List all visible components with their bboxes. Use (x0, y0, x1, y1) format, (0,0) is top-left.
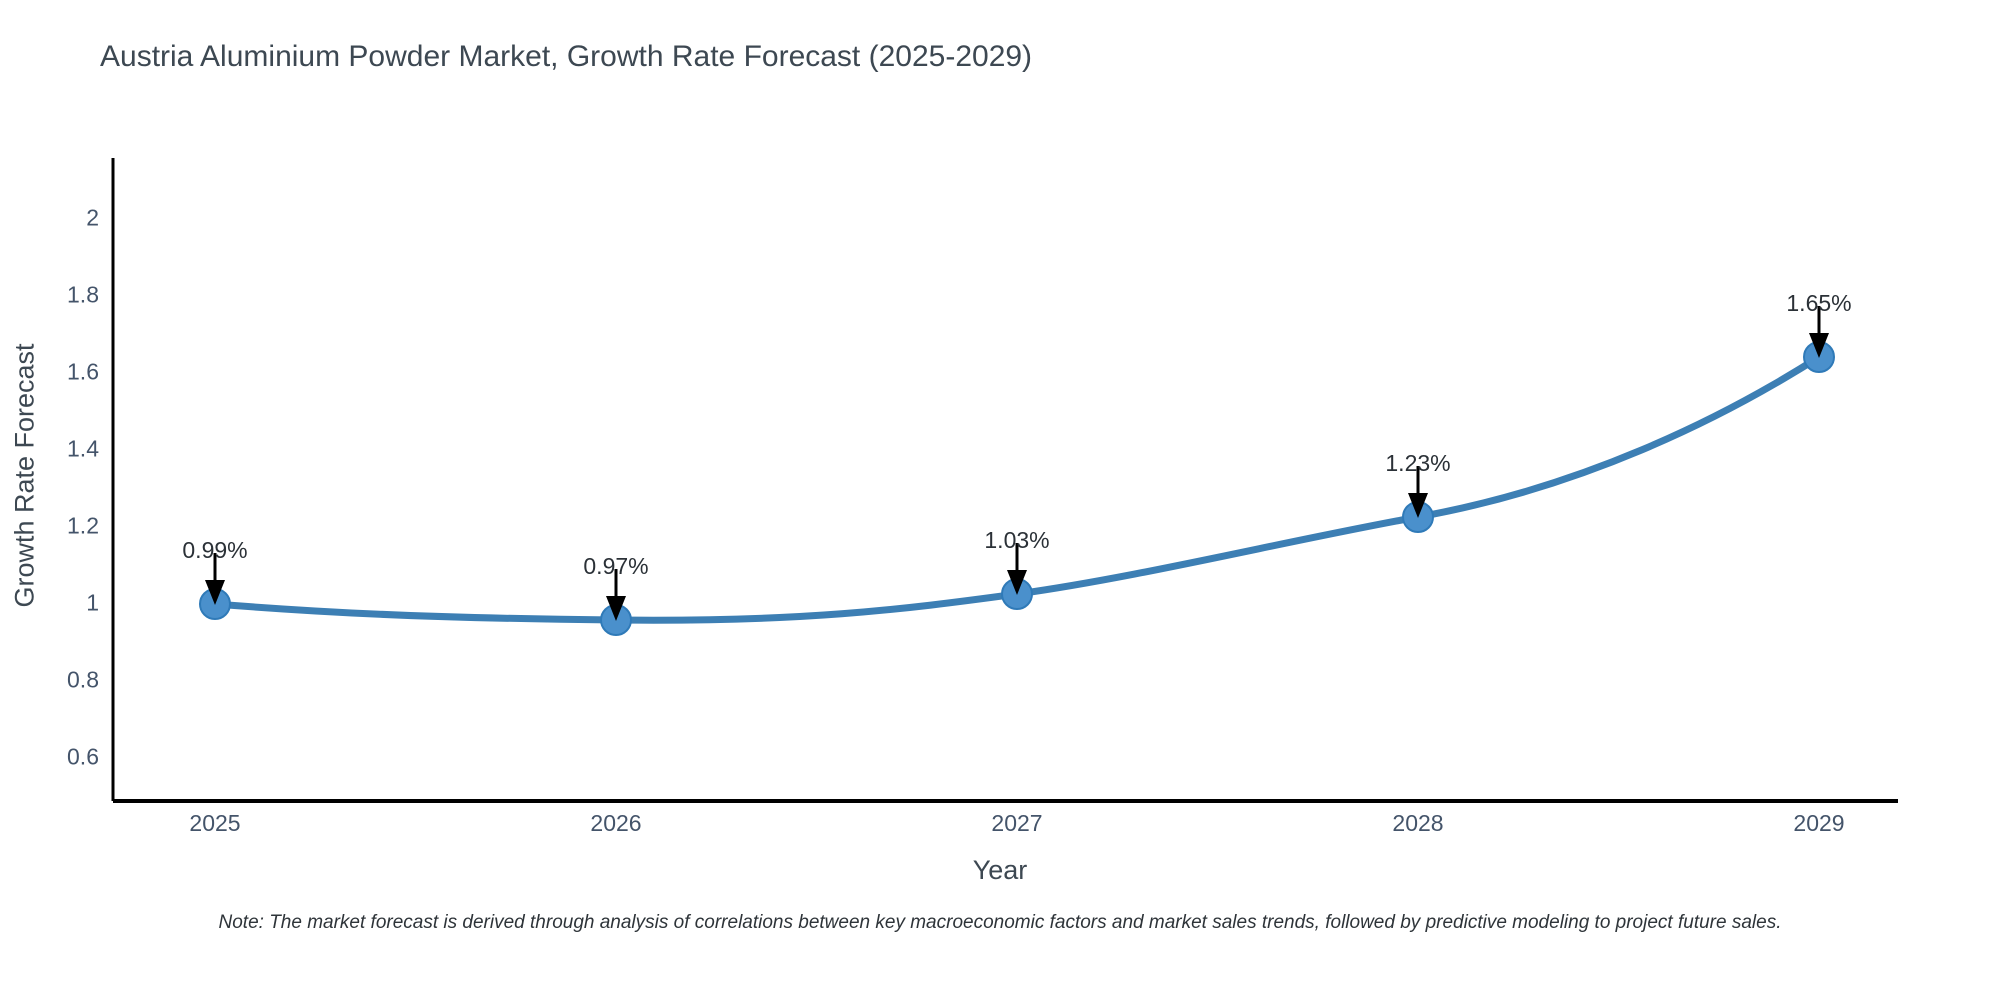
annotation-arrow (205, 553, 225, 605)
x-axis-title: Year (972, 855, 1028, 885)
y-tick-label: 0.8 (67, 666, 99, 693)
y-tick-label: 0.6 (67, 743, 99, 770)
x-tick-label: 2028 (1392, 810, 1444, 836)
x-tick-label: 2026 (590, 810, 642, 836)
y-tick-label: 1 (86, 589, 99, 616)
annotation-arrow (606, 569, 626, 621)
data-point-label: 0.99% (182, 537, 248, 563)
y-tick-label: 1.6 (67, 358, 99, 385)
x-tick-label: 2029 (1793, 810, 1845, 836)
data-point-label: 1.65% (1786, 290, 1852, 316)
x-tick-label: 2027 (991, 810, 1043, 836)
y-tick-label: 2 (86, 204, 99, 231)
data-point-label: 0.97% (583, 553, 649, 579)
chart-footnote: Note: The market forecast is derived thr… (218, 912, 1782, 933)
y-tick-label: 1.2 (67, 512, 99, 539)
data-point-label: 1.23% (1385, 450, 1451, 476)
annotation-arrow (1809, 306, 1829, 358)
x-tick-label: 2025 (189, 810, 241, 836)
y-tick-label: 1.8 (67, 281, 99, 308)
data-point-label: 1.03% (984, 527, 1050, 553)
chart-title: Austria Aluminium Powder Market, Growth … (100, 40, 1033, 73)
annotation-arrow (1007, 543, 1027, 595)
annotation-arrow (1408, 466, 1428, 518)
y-tick-label: 1.4 (67, 435, 99, 462)
